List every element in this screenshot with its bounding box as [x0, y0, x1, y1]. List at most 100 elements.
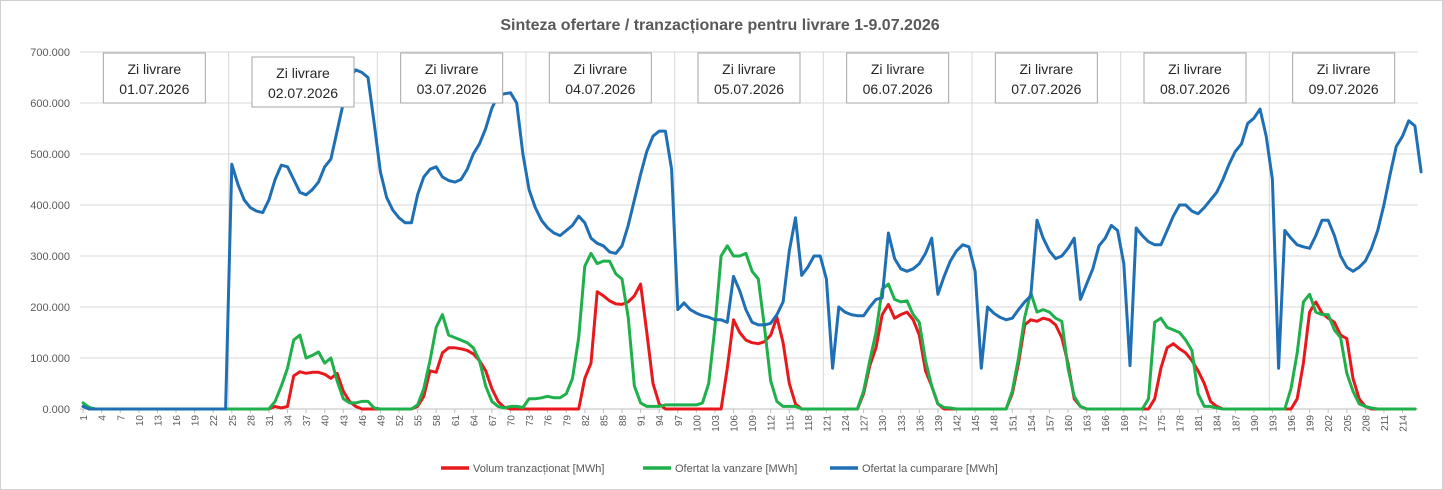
legend: Volum tranzacționat [MWh] Ofertat la vanz… — [441, 463, 998, 475]
x-tick-label: 16 — [172, 415, 183, 427]
x-tick-label: 22 — [209, 415, 220, 427]
day-label-border — [548, 52, 652, 104]
x-tick-label: 58 — [432, 415, 443, 427]
legend-item: Volum tranzacționat [MWh] — [441, 463, 604, 475]
x-tick-label: 13 — [153, 415, 164, 427]
x-tick-label: 208 — [1361, 415, 1372, 432]
legend-label: Volum tranzacționat [MWh] — [473, 463, 604, 475]
x-tick-label: 196 — [1287, 415, 1298, 432]
day-label-date: 03.07.2026 — [417, 81, 487, 97]
series-line — [81, 282, 1417, 411]
x-tick-label: 40 — [321, 415, 332, 427]
x-tick-label: 67 — [488, 415, 499, 427]
x-tick-label: 49 — [376, 415, 387, 427]
x-tick-label: 154 — [1027, 415, 1038, 432]
x-tick-label: 118 — [804, 415, 815, 431]
x-tick-label: 139 — [934, 415, 945, 432]
y-tick-label: 700.000 — [30, 47, 70, 59]
x-tick-label: 211 — [1380, 415, 1391, 431]
x-tick-label: 178 — [1176, 415, 1187, 432]
x-tick-label: 112 — [767, 415, 778, 431]
x-tick-label: 190 — [1250, 415, 1261, 432]
x-tick-label: 31 — [265, 415, 276, 427]
day-label-title: Zi livrare — [722, 61, 776, 77]
x-tick-label: 121 — [822, 415, 833, 432]
x-tick-label: 130 — [878, 415, 889, 432]
x-tick-label: 169 — [1120, 415, 1131, 432]
y-tick-label: 200.000 — [30, 302, 70, 314]
x-tick-label: 37 — [302, 415, 313, 427]
legend-item: Ofertat la vanzare [MWh] — [643, 463, 797, 475]
y-tick-label: 0.000 — [42, 404, 70, 416]
x-tick-label: 133 — [897, 415, 908, 432]
day-label-title: Zi livrare — [1168, 61, 1222, 77]
x-tick-label: 28 — [246, 415, 257, 427]
day-label-box: Zi livrare 07.07.2026 — [994, 52, 1098, 104]
x-tick-label: 199 — [1306, 415, 1317, 432]
x-tick-label: 43 — [339, 415, 350, 427]
x-tick-label: 184 — [1213, 415, 1224, 432]
x-tick-label: 7 — [116, 415, 127, 421]
day-label-date: 06.07.2026 — [863, 81, 933, 97]
series-lines — [81, 68, 1423, 411]
x-tick-label: 91 — [637, 415, 648, 427]
y-axis: 0.000 100.000 200.000 300.000 400.000 500.000… — [30, 47, 70, 416]
x-tick-label: 205 — [1343, 415, 1354, 432]
day-label-box: Zi livrare 03.07.2026 — [400, 52, 504, 104]
x-tick-label: 25 — [228, 415, 239, 427]
x-tick-label: 46 — [358, 415, 369, 427]
day-label-date: 01.07.2026 — [119, 81, 189, 97]
y-tick-label: 400.000 — [30, 200, 70, 212]
x-tick-label: 187 — [1231, 415, 1242, 432]
day-label-date: 04.07.2026 — [565, 81, 635, 97]
chart-title: Sinteza ofertare / tranzacționare pentru… — [500, 17, 939, 34]
x-tick-label: 142 — [953, 415, 964, 432]
day-label-box: Zi livrare 08.07.2026 — [1143, 52, 1247, 104]
day-label-title: Zi livrare — [276, 65, 330, 81]
legend-item: Ofertat la cumparare [MWh] — [830, 463, 998, 475]
x-tick-label: 4 — [98, 415, 109, 421]
x-tick-label: 193 — [1268, 415, 1279, 432]
x-tick-label: 61 — [451, 415, 462, 427]
day-label-date: 02.07.2026 — [268, 85, 338, 101]
x-tick-label: 166 — [1101, 415, 1112, 432]
x-tick-label: 172 — [1138, 415, 1149, 432]
x-tick-label: 82 — [581, 415, 592, 427]
x-tick-label: 145 — [971, 415, 982, 432]
grid — [80, 51, 1418, 410]
day-label-border — [846, 52, 950, 104]
x-tick-label: 88 — [618, 415, 629, 427]
day-label-date: 05.07.2026 — [714, 81, 784, 97]
day-label-title: Zi livrare — [127, 61, 181, 77]
x-tick-label: 157 — [1045, 415, 1056, 432]
day-label-box: Zi livrare 02.07.2026 — [251, 56, 355, 108]
series-line — [81, 244, 1417, 411]
y-tick-label: 100.000 — [30, 353, 70, 365]
day-label-title: Zi livrare — [1317, 61, 1371, 77]
day-label-title: Zi livrare — [1019, 61, 1073, 77]
x-tick-label: 148 — [990, 415, 1001, 432]
day-label-date: 08.07.2026 — [1160, 81, 1230, 97]
x-tick-label: 124 — [841, 415, 852, 432]
day-labels: Zi livrare 01.07.2026 Zi livrare 02.07.2026… — [102, 52, 1396, 108]
x-tick-label: 85 — [599, 415, 610, 427]
x-tick-label: 127 — [860, 415, 871, 432]
y-tick-label: 600.000 — [30, 98, 70, 110]
x-tick-label: 19 — [191, 415, 202, 427]
day-label-box: Zi livrare 06.07.2026 — [846, 52, 950, 104]
x-tick-label: 106 — [730, 415, 741, 432]
x-tick-label: 1 — [79, 415, 90, 421]
day-label-box: Zi livrare 04.07.2026 — [548, 52, 652, 104]
x-tick-label: 73 — [525, 415, 536, 427]
day-label-border — [1292, 52, 1396, 104]
day-label-title: Zi livrare — [425, 61, 479, 77]
day-label-border — [102, 52, 206, 104]
x-tick-label: 34 — [284, 415, 295, 427]
x-tick-label: 202 — [1324, 415, 1335, 432]
day-label-border — [1143, 52, 1247, 104]
x-tick-label: 97 — [674, 415, 685, 427]
day-label-box: Zi livrare 01.07.2026 — [102, 52, 206, 104]
x-tick-label: 214 — [1399, 415, 1410, 432]
day-label-border — [994, 52, 1098, 104]
y-tick-label: 300.000 — [30, 251, 70, 263]
